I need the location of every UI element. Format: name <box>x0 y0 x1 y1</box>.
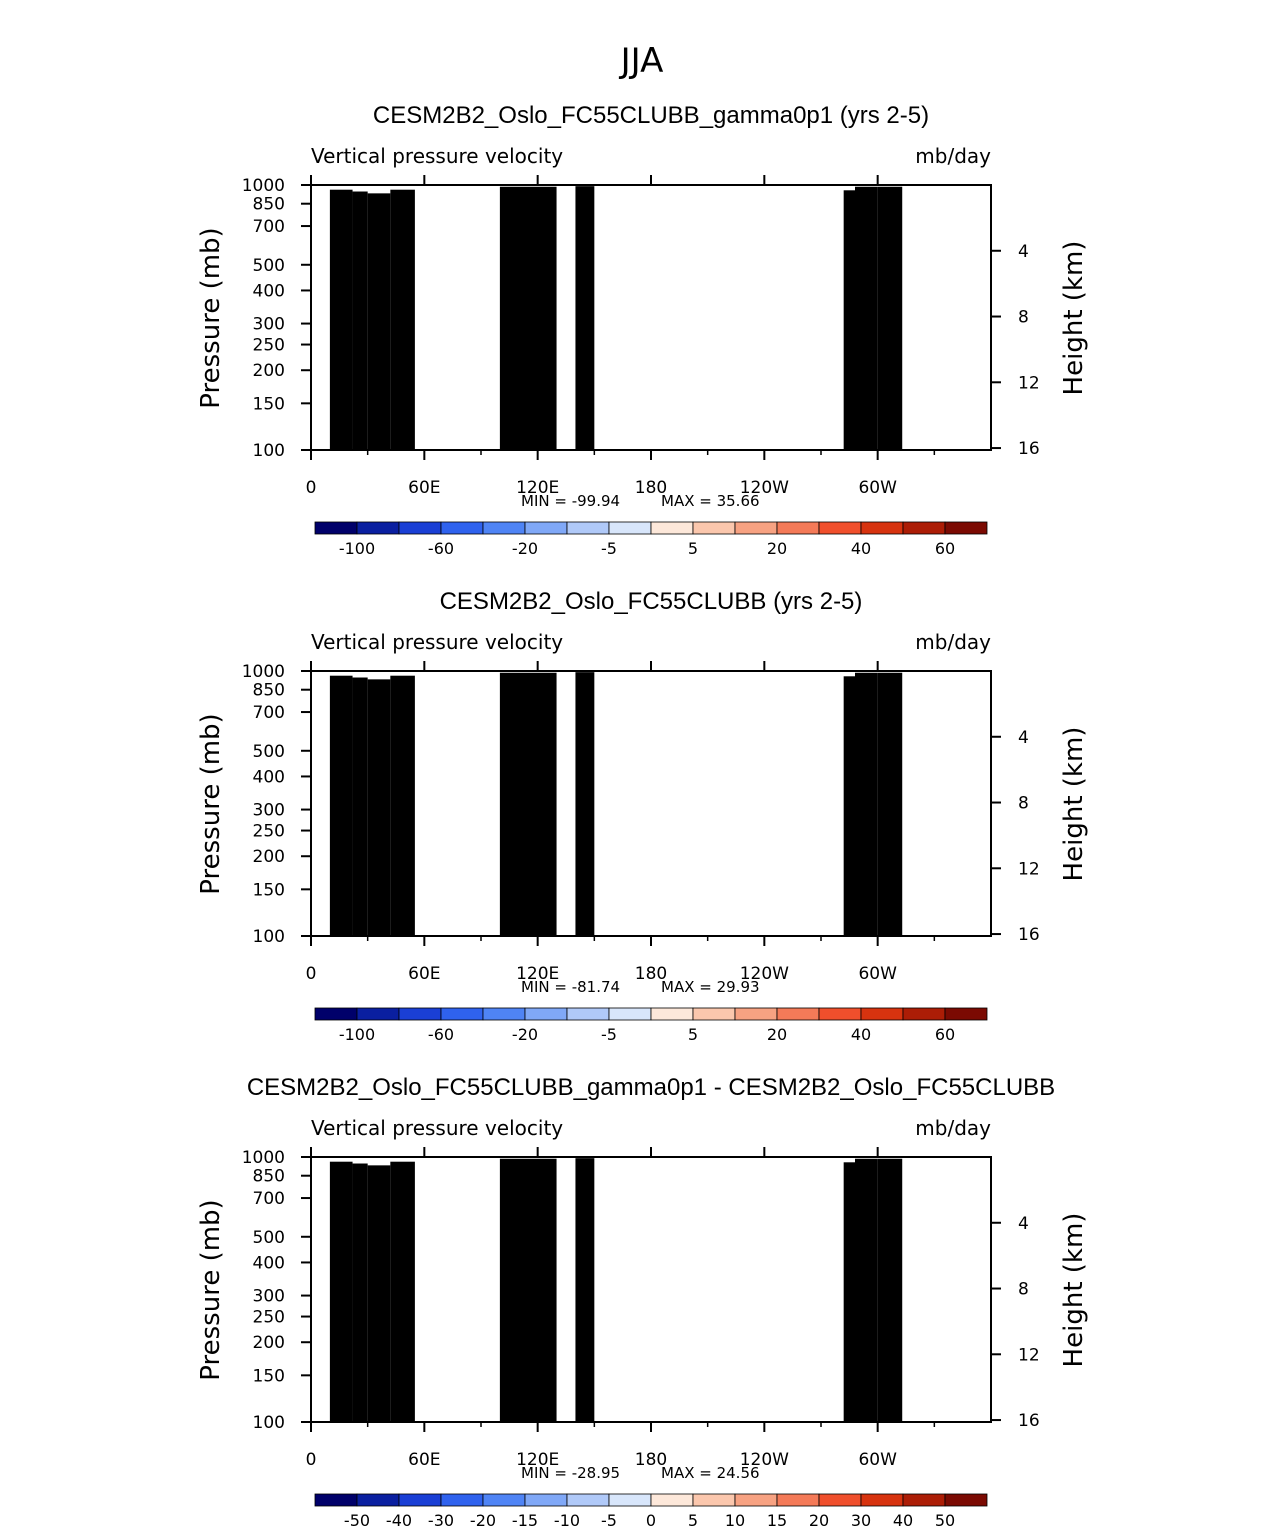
right-string: mb/day <box>915 144 991 168</box>
panel-gamma0p1: CESM2B2_Oslo_FC55CLUBB_gamma0p1 (yrs 2-5… <box>196 102 1089 558</box>
plot-area: 0 60E 120E 180 120W 60W1001502002503004005007… <box>242 175 1040 498</box>
min-label: MIN = -99.94 <box>521 492 620 510</box>
panel-title: CESM2B2_Oslo_FC55CLUBB_gamma0p1 (yrs 2-5… <box>373 102 929 129</box>
season-title: JJA <box>619 41 664 81</box>
contour-field <box>329 186 903 450</box>
max-label: MAX = 35.66 <box>661 492 760 510</box>
y-axis-label: Pressure (mb) <box>196 227 226 408</box>
left-string: Vertical pressure velocity <box>311 144 563 168</box>
y-axis-label-right: Height (km) <box>1059 241 1089 396</box>
